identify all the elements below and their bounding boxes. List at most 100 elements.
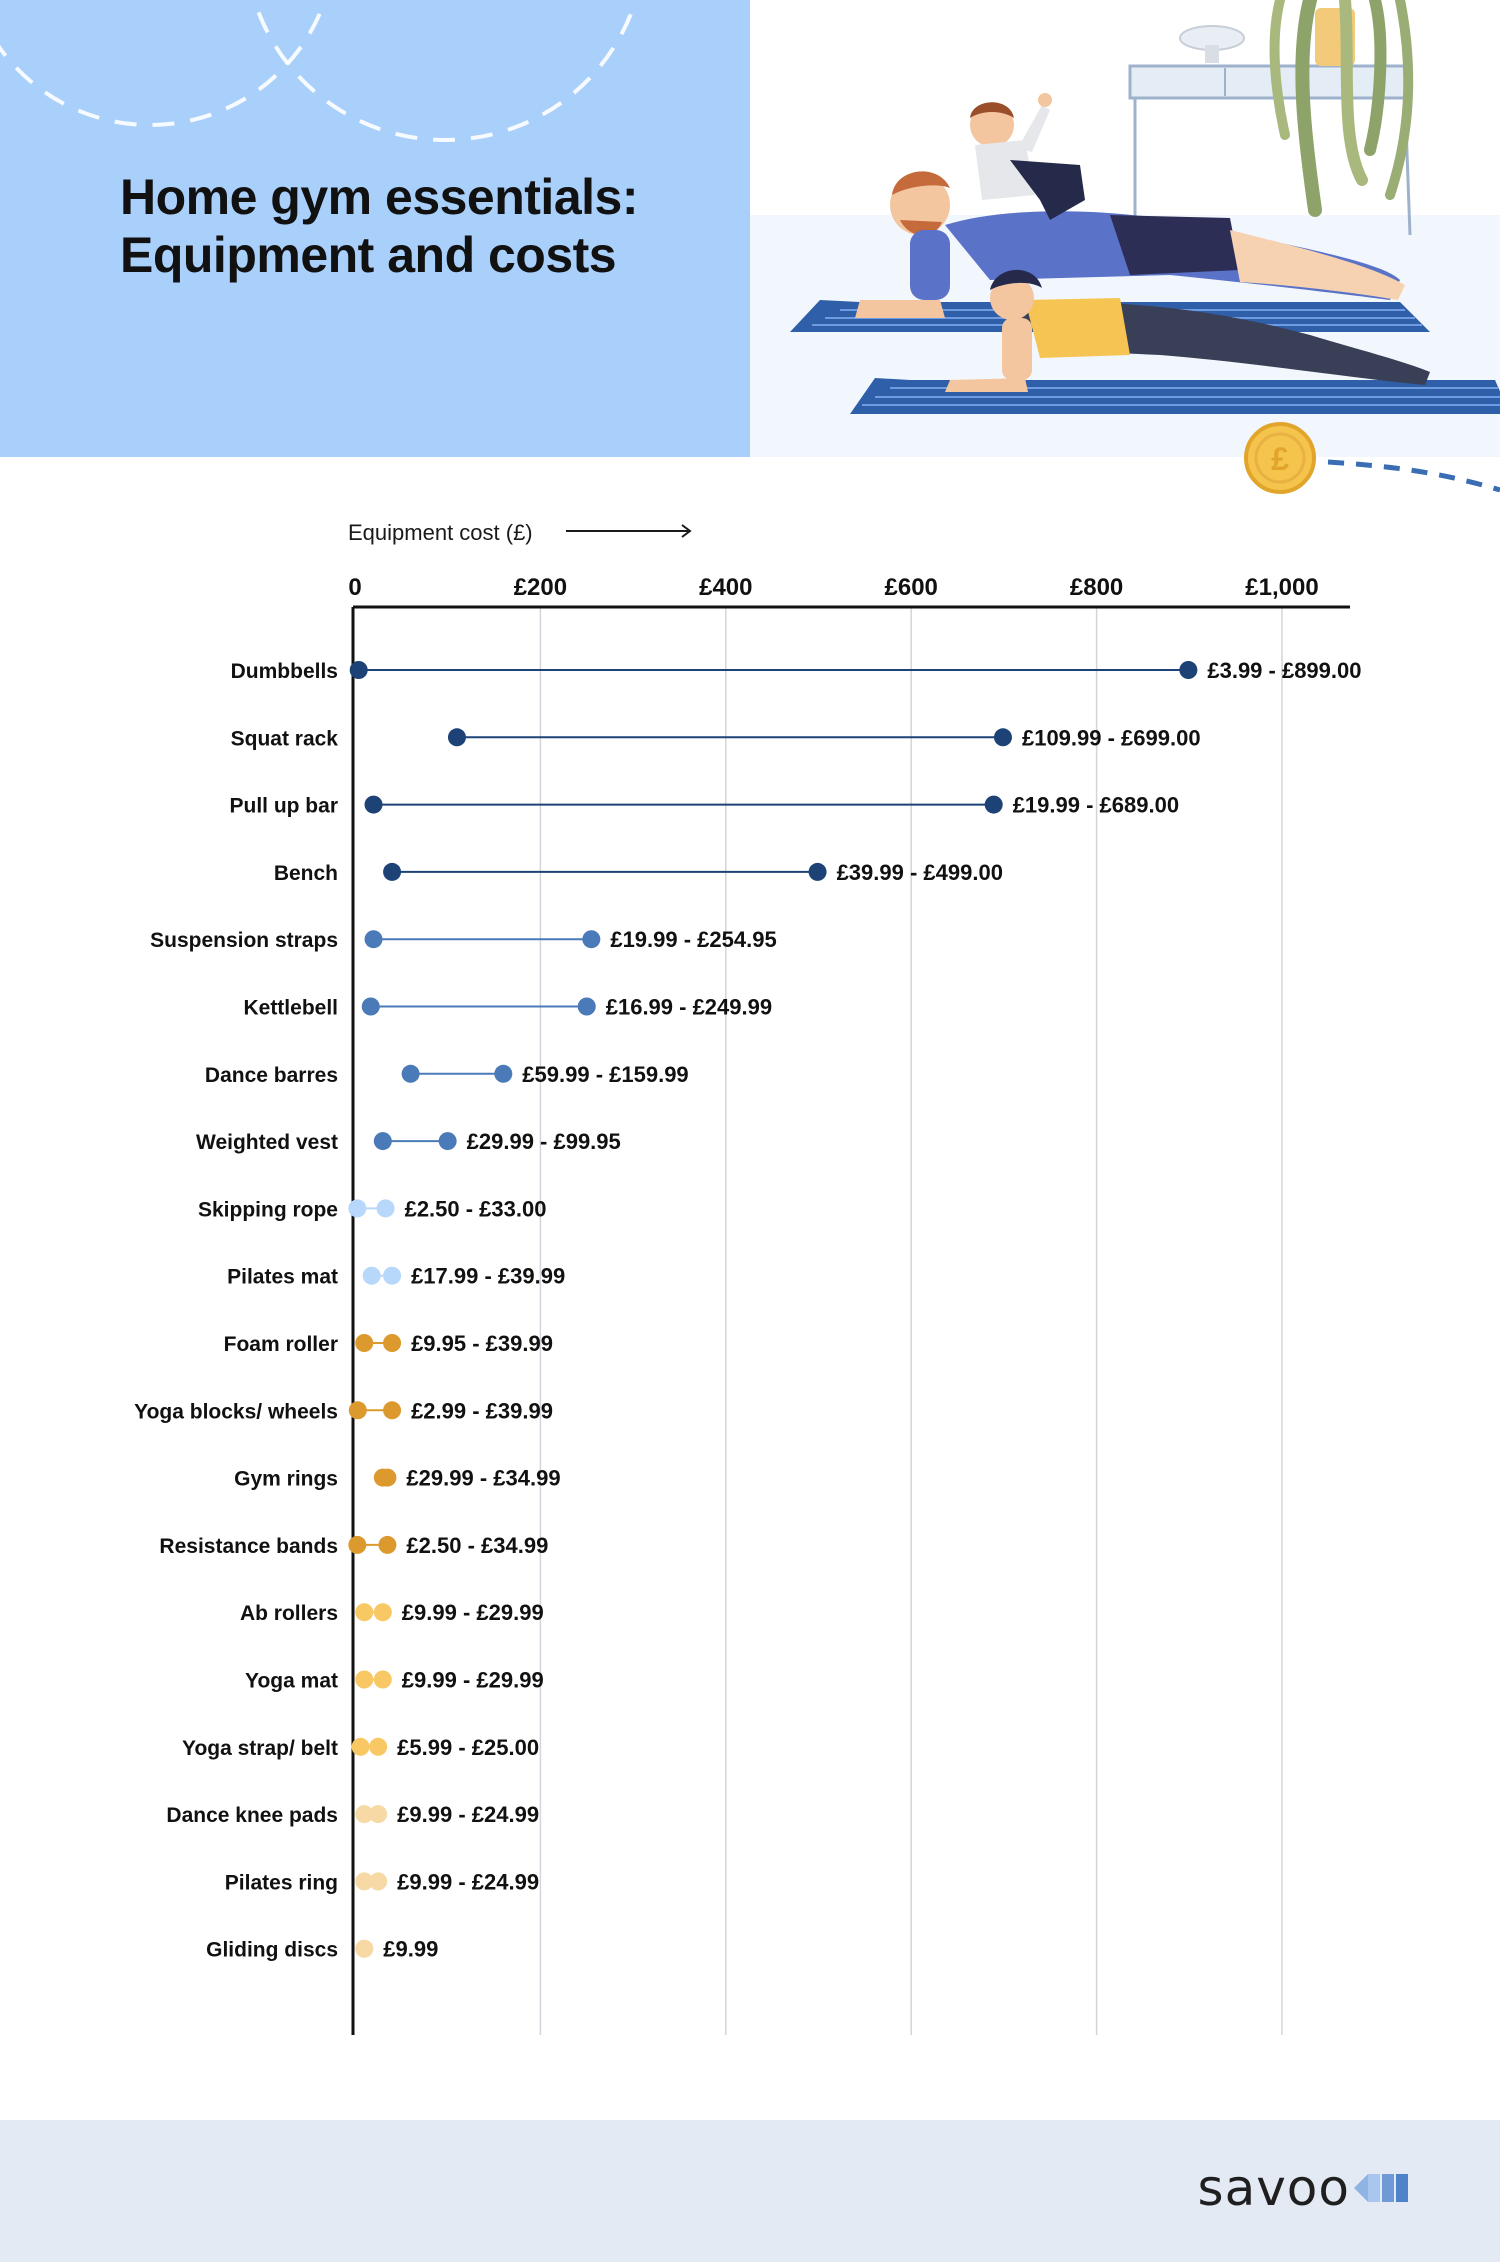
category-label: Dumbbells <box>231 660 338 683</box>
min-price-dot <box>348 1401 367 1420</box>
header-panel: Home gym essentials: Equipment and costs <box>0 0 750 457</box>
footer: savoo <box>0 2120 1500 2262</box>
price-range-label: £109.99 - £699.00 <box>1022 725 1201 750</box>
header-decoration <box>0 0 638 142</box>
price-range-label: £19.99 - £254.95 <box>610 927 776 952</box>
category-label: Foam roller <box>224 1333 338 1356</box>
title-line-2: Equipment and costs <box>120 227 617 283</box>
max-price-dot <box>383 1334 402 1352</box>
range-row: Yoga blocks/ wheels £2.99 - £39.99 <box>134 1398 553 1423</box>
category-label: Dance barres <box>205 1064 338 1087</box>
price-range-label: £2.50 - £33.00 <box>405 1196 547 1221</box>
min-price-dot <box>361 997 380 1016</box>
x-axis-arrow-icon <box>566 524 692 538</box>
max-price-dot <box>984 795 1003 814</box>
price-range-label: £29.99 - £99.95 <box>467 1129 621 1154</box>
dashed-path-decoration <box>1327 459 1500 493</box>
price-range-label: £9.99 <box>383 1937 438 1962</box>
category-label: Gliding discs <box>206 1939 338 1962</box>
range-row: Skipping rope £2.50 - £33.00 <box>198 1196 547 1221</box>
title-line-1: Home gym essentials: <box>120 169 638 225</box>
max-price-dot <box>438 1132 457 1151</box>
price-range-label: £9.95 - £39.99 <box>411 1331 553 1356</box>
max-price-dot <box>577 997 596 1016</box>
range-row: Yoga mat £9.99 - £29.99 <box>245 1668 544 1693</box>
min-price-dot <box>364 795 383 814</box>
max-price-dot <box>808 862 827 881</box>
max-price-dot <box>383 1401 402 1420</box>
range-row: Pilates mat £17.99 - £39.99 <box>227 1264 565 1289</box>
min-price-dot <box>383 862 402 881</box>
min-price-dot <box>355 1805 374 1824</box>
price-range-label: £9.99 - £29.99 <box>402 1668 544 1693</box>
range-row: Dumbbells £3.99 - £899.00 <box>231 658 1362 683</box>
category-label: Gym rings <box>234 1468 338 1491</box>
price-range-label: £3.99 - £899.00 <box>1207 658 1361 683</box>
price-range-label: £16.99 - £249.99 <box>606 995 772 1020</box>
max-price-dot <box>378 1468 397 1487</box>
price-range-label: £2.50 - £34.99 <box>406 1533 548 1558</box>
category-label: Pull up bar <box>229 795 338 818</box>
min-price-dot <box>364 930 383 949</box>
max-price-dot <box>378 1535 397 1554</box>
plant-illustration <box>1269 0 1414 217</box>
category-label: Skipping rope <box>198 1198 338 1221</box>
max-price-dot <box>993 728 1012 747</box>
category-label: Squat rack <box>231 727 339 750</box>
page-title: Home gym essentials: Equipment and costs <box>120 168 720 284</box>
category-label: Bench <box>274 862 338 885</box>
range-row: Gliding discs £9.99 <box>206 1937 438 1962</box>
x-tick-label: £600 <box>885 574 938 601</box>
range-row: Bench £39.99 - £499.00 <box>274 860 1003 885</box>
range-row: Weighted vest £29.99 - £99.95 <box>196 1129 621 1154</box>
category-label: Pilates ring <box>225 1871 338 1894</box>
min-price-dot <box>401 1064 420 1083</box>
svg-text:£: £ <box>1271 441 1289 477</box>
max-price-dot <box>355 1939 374 1958</box>
x-tick-label: £1,000 <box>1245 574 1318 601</box>
pound-coin-icon: £ <box>1244 422 1316 494</box>
min-price-dot <box>348 1535 367 1554</box>
range-row: Gym rings £29.99 - £34.99 <box>234 1466 560 1491</box>
range-row: Suspension straps £19.99 - £254.95 <box>150 927 777 952</box>
min-price-dot <box>355 1872 374 1891</box>
category-label: Yoga mat <box>245 1670 338 1693</box>
category-label: Dance knee pads <box>166 1804 338 1827</box>
min-price-dot <box>355 1334 374 1352</box>
max-price-dot <box>494 1064 513 1083</box>
max-price-dot <box>369 1805 388 1824</box>
min-price-dot <box>362 1266 381 1285</box>
yoga-mat-front <box>850 378 1500 414</box>
range-row: Foam roller £9.95 - £39.99 <box>224 1331 553 1356</box>
max-price-dot <box>383 1266 402 1285</box>
family-plank-illustration: £ <box>750 0 1500 494</box>
x-tick-label: 0 <box>348 574 361 601</box>
min-price-dot <box>373 1132 392 1151</box>
min-price-dot <box>355 1670 374 1689</box>
side-table-illustration <box>1128 25 1412 236</box>
x-tick-label: £400 <box>699 574 752 601</box>
range-row: Dance knee pads £9.99 - £24.99 <box>166 1802 539 1827</box>
x-axis-title: Equipment cost (£) <box>348 520 533 545</box>
category-label: Resistance bands <box>159 1535 338 1558</box>
min-price-dot <box>348 1199 367 1218</box>
brand-mark-icon <box>1354 2174 1408 2202</box>
min-price-dot <box>447 728 466 747</box>
category-label: Kettlebell <box>243 997 338 1020</box>
price-range-label: £9.99 - £24.99 <box>397 1802 539 1827</box>
category-label: Pilates mat <box>227 1266 338 1289</box>
min-price-dot <box>355 1603 374 1622</box>
max-price-dot <box>582 930 601 949</box>
range-row: Dance barres £59.99 - £159.99 <box>205 1062 689 1087</box>
max-price-dot <box>1179 661 1198 679</box>
price-range-label: £19.99 - £689.00 <box>1013 793 1179 818</box>
price-range-label: £39.99 - £499.00 <box>837 860 1003 885</box>
category-label: Suspension straps <box>150 929 338 952</box>
x-tick-label: £200 <box>514 574 567 601</box>
category-label: Yoga strap/ belt <box>182 1737 338 1760</box>
range-chart: Equipment cost (£) 0 £200 £400 £600 £800 £1,0… <box>134 520 1362 2035</box>
range-row: Squat rack £109.99 - £699.00 <box>231 725 1201 750</box>
max-price-dot <box>369 1872 388 1891</box>
max-price-dot <box>376 1199 395 1218</box>
man-plank-illustration <box>855 171 1405 318</box>
